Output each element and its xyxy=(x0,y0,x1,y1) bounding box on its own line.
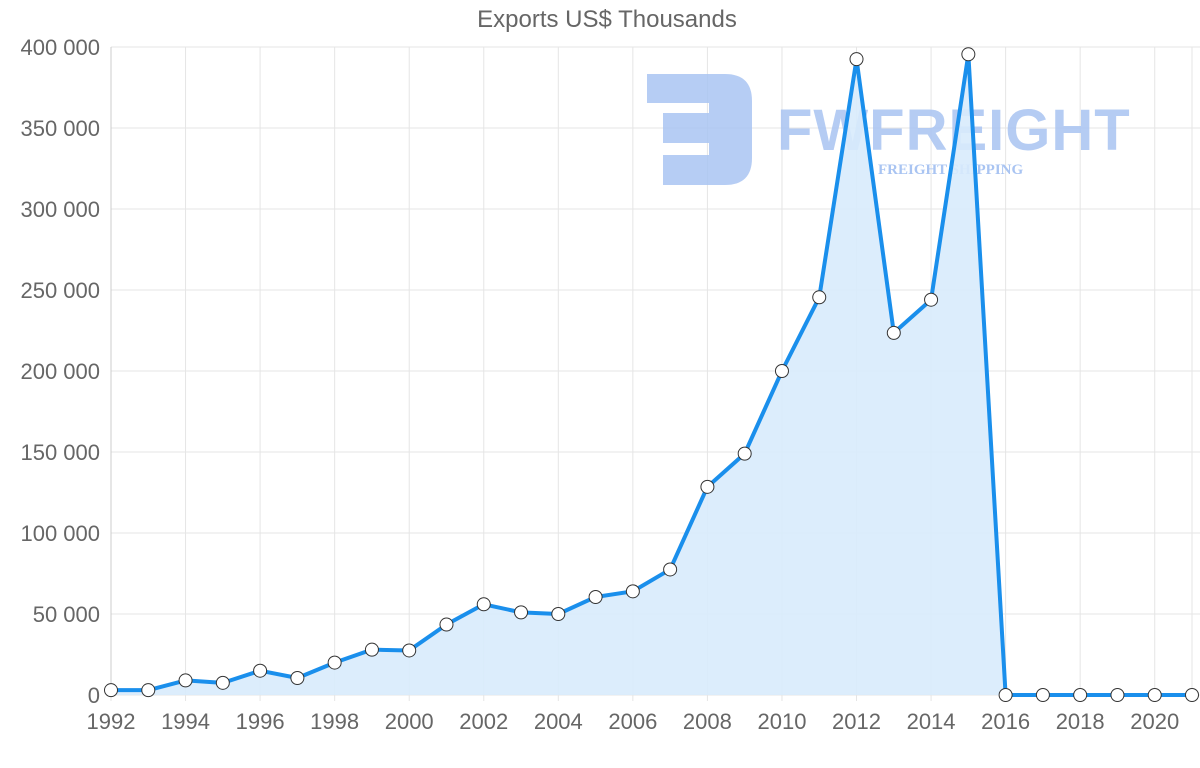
data-point xyxy=(253,663,268,678)
data-point xyxy=(1073,688,1088,702)
data-point xyxy=(104,683,118,698)
data-point xyxy=(551,607,566,621)
x-tick-label: 2012 xyxy=(832,709,881,734)
data-point xyxy=(514,605,529,620)
x-tick-label: 2014 xyxy=(907,709,956,734)
logo-icon xyxy=(647,74,752,185)
x-tick-label: 2000 xyxy=(385,709,434,734)
data-point xyxy=(476,597,491,612)
data-point xyxy=(737,446,752,461)
y-tick-label: 300 000 xyxy=(20,197,100,222)
y-tick-label: 200 000 xyxy=(20,359,100,384)
data-point xyxy=(663,562,678,577)
data-point xyxy=(1035,688,1050,702)
y-tick-label: 350 000 xyxy=(20,116,100,141)
data-point xyxy=(1110,688,1125,702)
gridlines xyxy=(110,46,1200,701)
data-point xyxy=(998,688,1013,702)
x-tick-label: 2008 xyxy=(683,709,732,734)
data-point xyxy=(439,617,454,632)
x-tick-label: 1996 xyxy=(236,709,285,734)
y-tick-label: 150 000 xyxy=(20,440,100,465)
x-tick-label: 2018 xyxy=(1056,709,1105,734)
data-point xyxy=(327,655,342,670)
x-tick-label: 2020 xyxy=(1130,709,1179,734)
data-point xyxy=(141,683,156,698)
y-tick-label: 100 000 xyxy=(20,521,100,546)
data-point xyxy=(924,292,939,307)
data-point xyxy=(625,584,640,599)
data-point xyxy=(961,47,976,62)
area-fill xyxy=(111,54,1192,696)
x-tick-label: 2006 xyxy=(608,709,657,734)
data-point xyxy=(774,364,789,378)
y-tick-label: 400 000 xyxy=(20,35,100,60)
data-markers xyxy=(104,47,1199,702)
data-point xyxy=(290,670,305,685)
x-axis-labels: 1992 1994 1996 1998 2000 2002 2004 2006 2008 2010… xyxy=(87,709,1180,734)
x-tick-label: 2016 xyxy=(981,709,1030,734)
x-tick-label: 1994 xyxy=(161,709,210,734)
data-point xyxy=(1147,688,1162,702)
x-tick-label: 2004 xyxy=(534,709,583,734)
y-tick-label: 50 000 xyxy=(33,602,100,627)
data-point xyxy=(402,643,417,658)
x-tick-label: 2002 xyxy=(459,709,508,734)
data-point xyxy=(886,325,901,340)
data-point xyxy=(812,290,827,305)
x-tick-label: 1998 xyxy=(310,709,359,734)
data-point xyxy=(1185,688,1199,702)
x-tick-label: 2010 xyxy=(757,709,806,734)
y-axis-labels: 0 50 000 100 000 150 000 200 000 250 000 300 0… xyxy=(20,35,100,708)
data-point xyxy=(215,675,230,690)
data-point xyxy=(588,589,603,604)
data-point xyxy=(700,479,715,494)
data-point xyxy=(364,642,379,657)
data-point xyxy=(178,673,193,688)
x-tick-label: 1992 xyxy=(87,709,136,734)
y-tick-label: 0 xyxy=(88,683,100,708)
chart-title: Exports US$ Thousands xyxy=(477,6,737,33)
y-tick-label: 250 000 xyxy=(20,278,100,303)
data-point xyxy=(849,52,864,67)
